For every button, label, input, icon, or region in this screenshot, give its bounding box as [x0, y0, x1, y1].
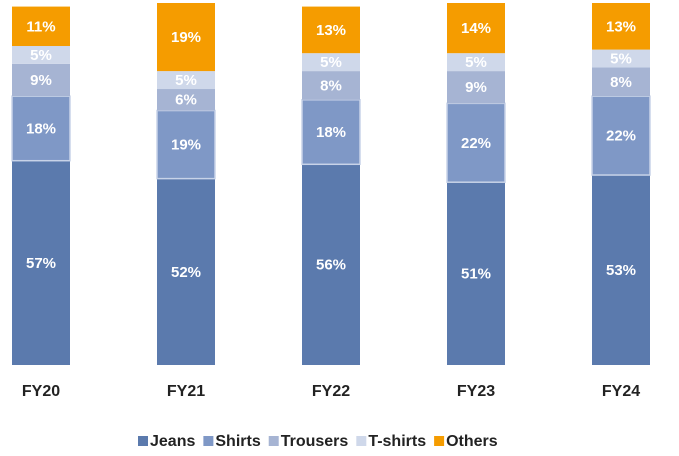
- bar-segment: [157, 71, 215, 90]
- bar-segment: [12, 160, 70, 365]
- data-label: 13%: [606, 18, 636, 35]
- data-label: 5%: [465, 54, 487, 71]
- data-label: 9%: [465, 79, 487, 96]
- bar-segment: [12, 46, 70, 64]
- data-label: 11%: [26, 18, 55, 35]
- data-label: 5%: [175, 72, 197, 89]
- data-label: 56%: [316, 257, 346, 274]
- data-label: 8%: [320, 77, 342, 94]
- bar-segment: [12, 63, 70, 97]
- bar-segment: [447, 182, 505, 365]
- data-label: 19%: [171, 137, 201, 154]
- bar-segment: [302, 71, 360, 100]
- bar-segment: [592, 3, 650, 50]
- data-label: 18%: [26, 120, 56, 137]
- data-label: 19%: [171, 29, 201, 46]
- bar-segment: [11, 95, 71, 162]
- data-label: 57%: [26, 255, 56, 272]
- bar-segment: [592, 175, 650, 365]
- legend-marker: [356, 436, 367, 446]
- x-tick-label: FY20: [22, 383, 60, 400]
- legend-marker: [434, 436, 445, 446]
- bar-segment: [302, 53, 360, 72]
- data-label: 8%: [610, 74, 632, 91]
- bar-segment: [447, 53, 505, 72]
- data-label: 5%: [30, 47, 52, 64]
- legend-marker: [203, 436, 214, 446]
- data-label: 53%: [606, 262, 636, 279]
- legend-label: Jeans: [150, 433, 195, 450]
- data-label: 5%: [610, 51, 632, 68]
- bar-segment: [157, 178, 215, 365]
- bar-segment: [302, 6, 360, 54]
- bar-segment: [592, 49, 650, 68]
- legend-marker: [138, 436, 148, 446]
- bar-segment: [12, 6, 70, 47]
- bar-segment: [447, 3, 505, 54]
- bar-segment: [446, 102, 506, 183]
- data-label: 52%: [171, 264, 201, 281]
- legend-label: T-shirts: [368, 433, 426, 450]
- data-label: 22%: [461, 135, 491, 152]
- bar-segment: [157, 3, 215, 72]
- data-label: 18%: [316, 124, 346, 141]
- bar-segment: [447, 71, 505, 104]
- bar-segment: [592, 67, 650, 97]
- data-label: 5%: [320, 54, 342, 71]
- x-tick-label: FY21: [167, 383, 205, 400]
- x-tick-label: FY24: [602, 383, 640, 400]
- legend-marker: [268, 436, 279, 446]
- bar-segment: [301, 99, 361, 166]
- data-label: 9%: [30, 72, 52, 89]
- x-tick-label: FY22: [312, 383, 350, 400]
- bar-segment: [157, 89, 215, 111]
- data-label: 22%: [606, 128, 636, 145]
- legend-label: Shirts: [215, 433, 260, 450]
- legend-label: Trousers: [281, 433, 349, 450]
- data-label: 51%: [461, 266, 491, 283]
- x-tick-label: FY23: [457, 383, 495, 400]
- bar-segment: [302, 164, 360, 365]
- data-label: 6%: [175, 92, 197, 109]
- data-label: 13%: [316, 22, 346, 39]
- bar-segment: [591, 95, 651, 176]
- legend-label: Others: [446, 433, 498, 450]
- data-label: 14%: [461, 20, 491, 37]
